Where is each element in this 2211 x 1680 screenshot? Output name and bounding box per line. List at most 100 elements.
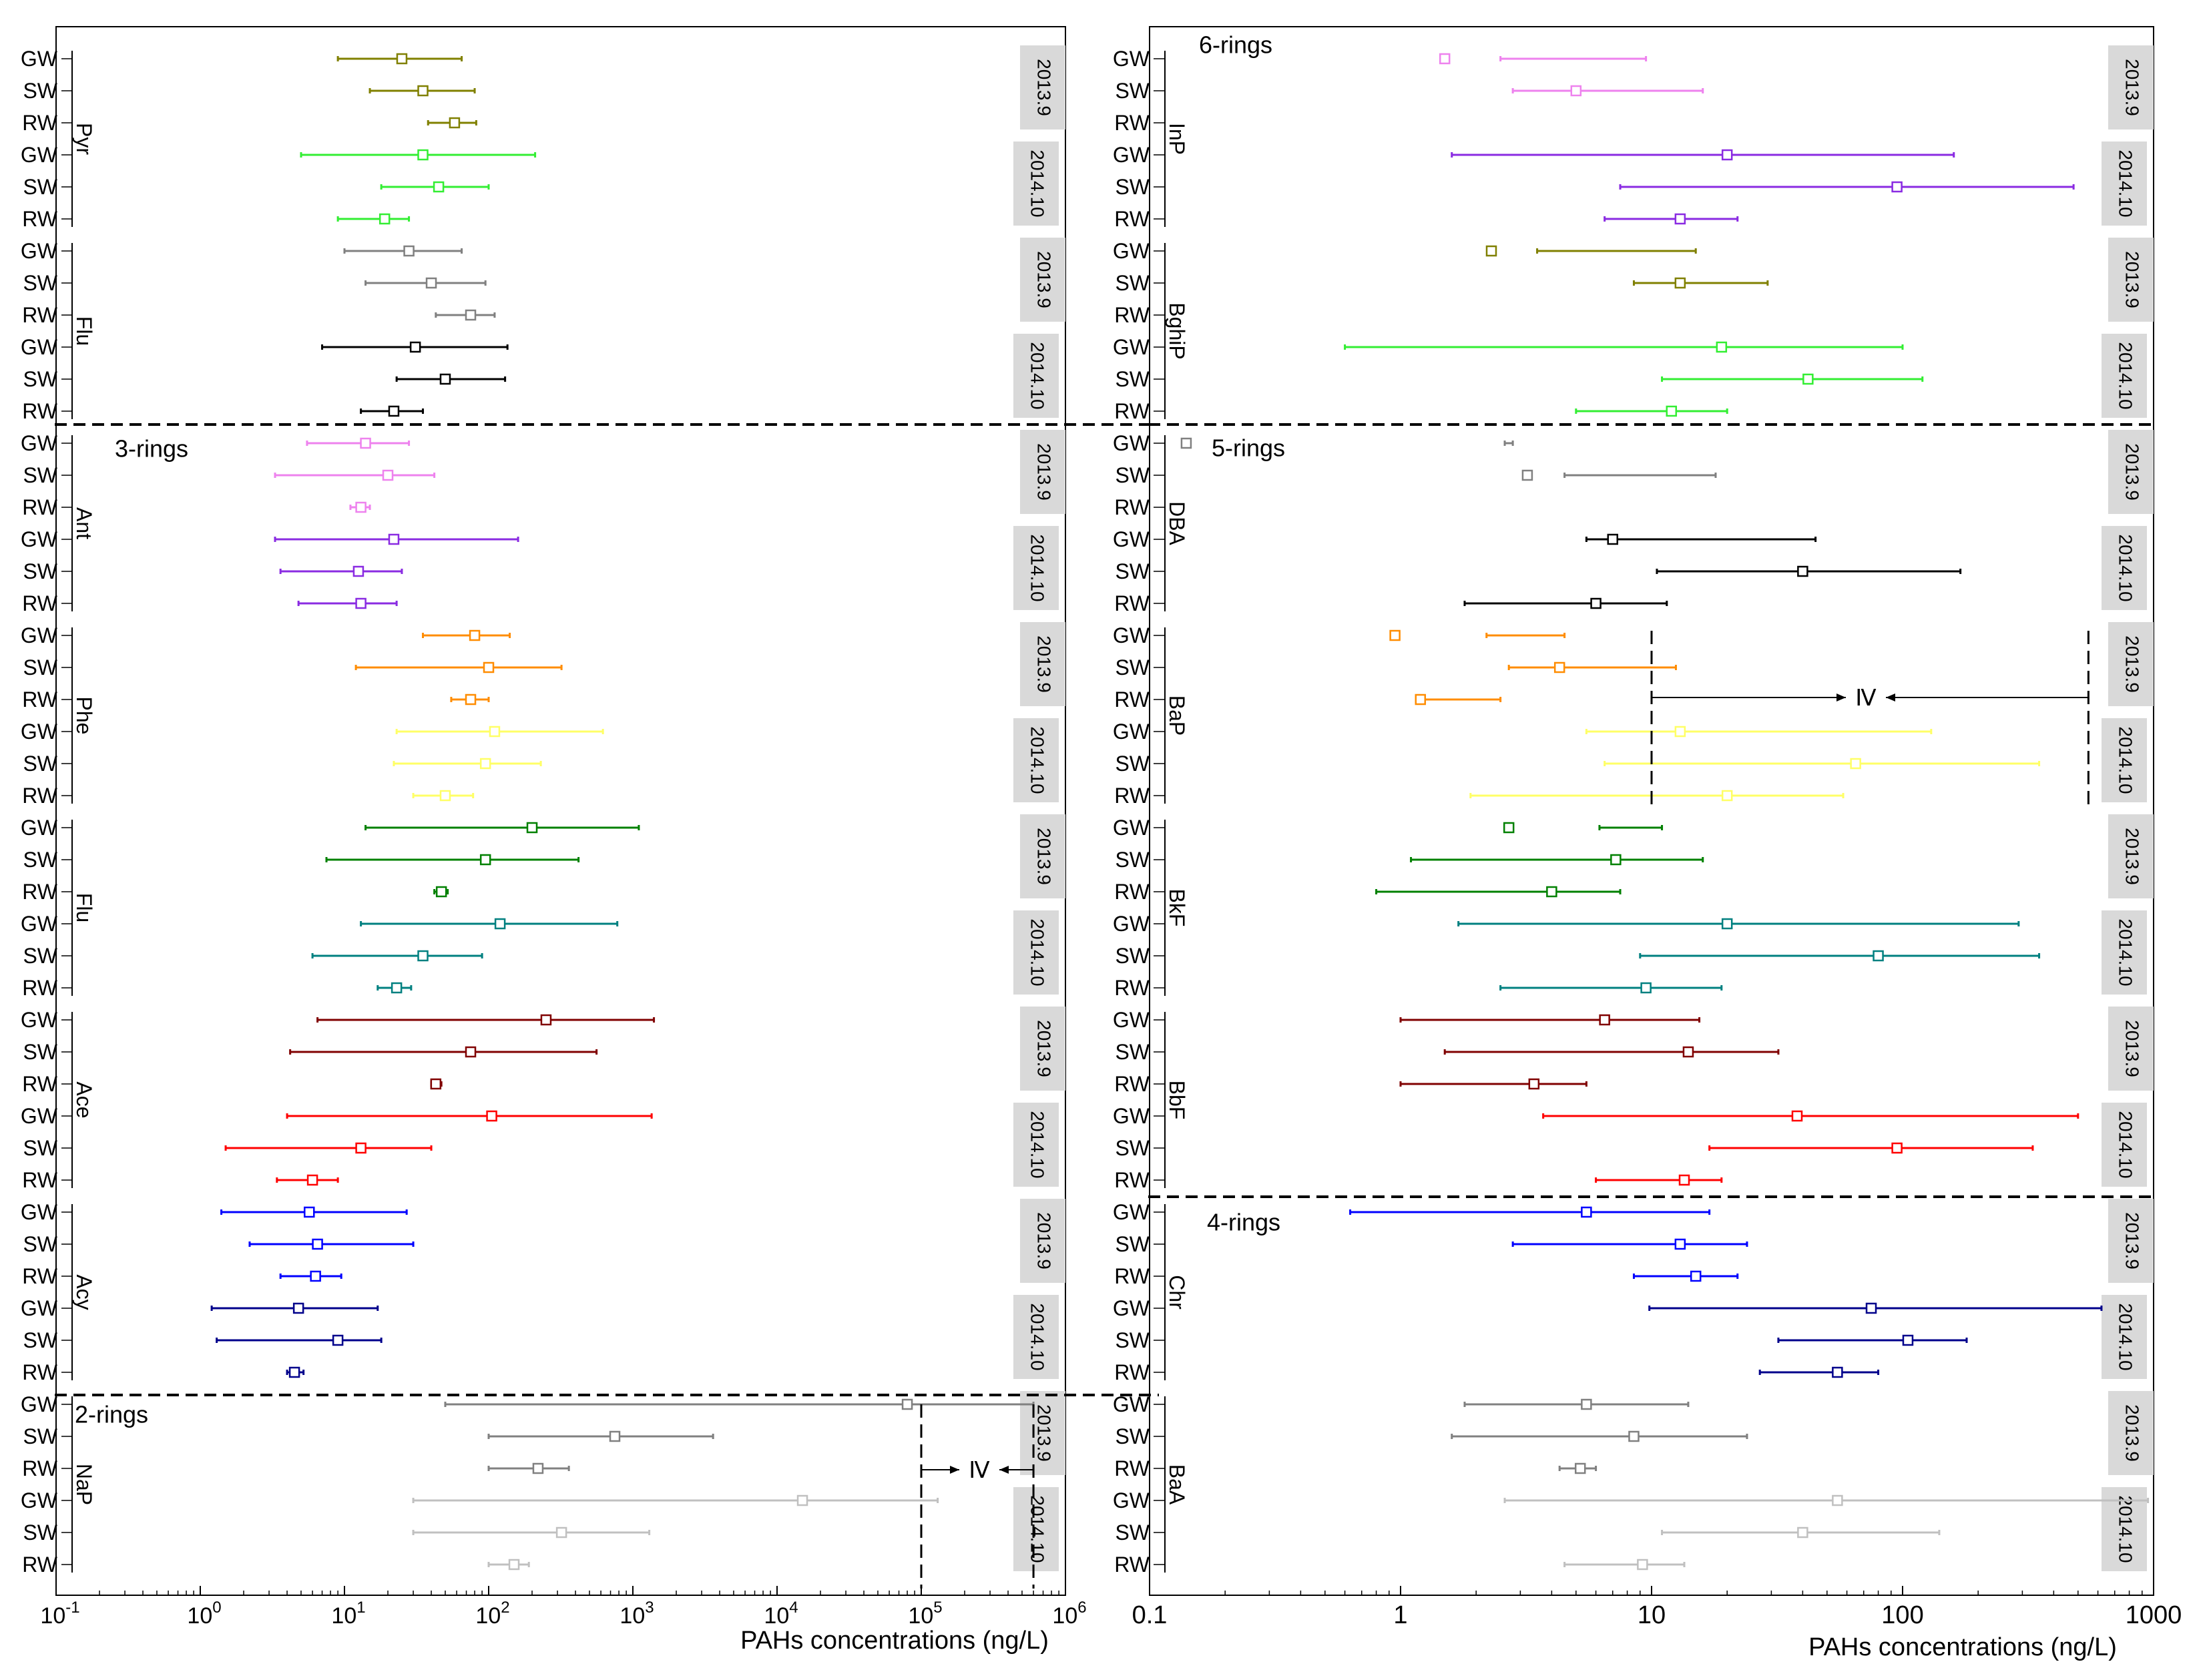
row-label: SW — [23, 1136, 57, 1160]
mean-marker — [1716, 341, 1728, 353]
row-label: RW — [1114, 784, 1150, 808]
period-box — [2108, 814, 2154, 898]
period-label: 2013.9 — [2122, 251, 2143, 308]
row-label: SW — [1115, 1040, 1150, 1064]
row-label: SW — [23, 271, 57, 295]
row-label: GW — [1113, 1008, 1150, 1032]
mean-marker — [382, 469, 394, 481]
row-label: GW — [21, 1104, 58, 1128]
mean-marker — [508, 1559, 520, 1571]
mean-marker — [1674, 726, 1686, 738]
mean-marker — [417, 149, 429, 161]
row-label: RW — [22, 1168, 58, 1192]
mean-marker — [310, 1270, 321, 1282]
annotation-arrowhead-left — [950, 1466, 959, 1474]
row-label: RW — [1114, 495, 1150, 519]
row-label: GW — [1113, 527, 1150, 551]
row-label: RW — [22, 1456, 58, 1480]
row-label: SW — [1115, 1136, 1150, 1160]
row-label: GW — [21, 623, 58, 647]
row-label: RW — [1114, 591, 1150, 615]
period-box — [1013, 1103, 1059, 1187]
x-tick-label: 1 — [1393, 1601, 1407, 1629]
row-label: SW — [23, 1520, 57, 1545]
range-annotation: Ⅳ — [920, 1404, 1035, 1589]
row-label: RW — [1114, 1553, 1150, 1577]
mean-marker — [355, 501, 366, 513]
group-title: 4-rings — [1207, 1209, 1280, 1236]
mean-marker — [312, 1238, 323, 1250]
period-box — [1013, 1487, 1059, 1571]
row-label: GW — [1113, 1200, 1150, 1224]
annotation-arrowhead-right — [999, 1466, 1009, 1474]
mean-marker — [1180, 437, 1192, 449]
period-label: 2013.9 — [2122, 828, 2143, 885]
row-label: GW — [1113, 431, 1150, 455]
period-label: 2014.10 — [1027, 918, 1048, 986]
mean-marker — [483, 661, 495, 673]
mean-marker — [532, 1462, 544, 1474]
row-label: RW — [1114, 1072, 1150, 1096]
mean-marker — [479, 854, 491, 866]
period-box — [1020, 814, 1065, 898]
compound-label: BghiP — [1165, 302, 1189, 359]
group-title: 3-rings — [115, 435, 188, 463]
period-label: 2014.10 — [1027, 1495, 1048, 1563]
row-label: RW — [22, 1072, 58, 1096]
mean-marker — [1640, 982, 1652, 994]
x-tick-label: 10-1 — [40, 1599, 79, 1629]
row-label: RW — [22, 1360, 58, 1384]
row-label: GW — [21, 143, 58, 167]
period-box — [2108, 1007, 2154, 1091]
row-label: RW — [1114, 1360, 1150, 1384]
mean-marker — [409, 341, 421, 353]
mean-marker — [1503, 822, 1515, 834]
mean-marker — [1528, 1078, 1540, 1090]
mean-marker — [439, 373, 451, 385]
row-label: GW — [21, 527, 58, 551]
compound-label: Ace — [72, 1081, 96, 1118]
row-label: RW — [22, 976, 58, 1000]
mean-marker — [417, 85, 429, 97]
period-box — [2108, 238, 2154, 322]
period-label: 2014.10 — [1027, 150, 1048, 217]
mean-marker — [1791, 1110, 1803, 1122]
mean-marker — [449, 117, 461, 129]
row-label: GW — [1113, 816, 1150, 840]
mean-marker — [288, 1366, 300, 1378]
mean-marker — [1832, 1366, 1843, 1378]
row-label: GW — [21, 1200, 58, 1224]
period-box — [2102, 718, 2147, 802]
mean-marker — [355, 1142, 366, 1154]
row-label: RW — [22, 687, 58, 712]
x-tick-label: 1000 — [2126, 1601, 2182, 1629]
right-panel: 0.1 1 10 100 1000 PAHs concentrations (ng/L) I… — [1113, 26, 2182, 1661]
x-tick-label: 106 — [1052, 1599, 1086, 1629]
mean-marker — [306, 1174, 318, 1186]
x-tick-label: 10 — [1638, 1601, 1666, 1629]
row-label: SW — [23, 463, 57, 487]
period-box — [1020, 622, 1065, 706]
row-label: RW — [1114, 880, 1150, 904]
compound-label: InP — [1165, 123, 1189, 155]
mean-marker — [486, 1110, 497, 1122]
row-label: GW — [1113, 47, 1150, 71]
row-label: SW — [1115, 559, 1150, 583]
mean-marker — [355, 597, 366, 609]
x-tick-label: 104 — [764, 1599, 798, 1629]
row-label: RW — [1114, 207, 1150, 231]
period-label: 2014.10 — [1027, 534, 1048, 601]
mean-marker — [425, 277, 437, 289]
x-axis-title: PAHs concentrations (ng/L) — [1808, 1633, 2117, 1661]
mean-marker — [433, 181, 445, 193]
row-label: SW — [1115, 655, 1150, 679]
row-label: SW — [1115, 463, 1150, 487]
compound-label: BaA — [1165, 1464, 1189, 1505]
row-label: GW — [1113, 720, 1150, 744]
mean-marker — [379, 213, 391, 225]
period-box — [2102, 1103, 2147, 1187]
mean-marker — [1415, 693, 1427, 706]
period-box — [1013, 910, 1059, 995]
mean-marker — [1873, 950, 1884, 962]
row-label: RW — [22, 784, 58, 808]
